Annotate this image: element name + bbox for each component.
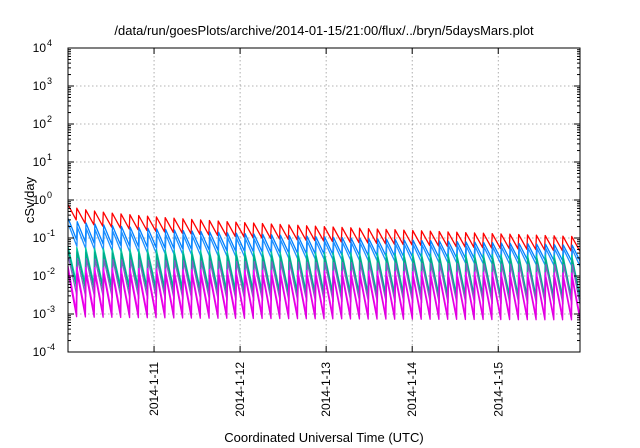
y-tick-label: 10 (33, 79, 47, 93)
y-tick-label: 10 (33, 193, 47, 207)
y-tick-label: 10 (33, 307, 47, 321)
y-tick-exponent: 2 (47, 114, 52, 124)
y-tick-label: 10 (33, 155, 47, 169)
y-axis-label: cSv/day (22, 176, 37, 223)
series-line (67, 272, 581, 321)
y-tick-exponent: 0 (47, 190, 52, 200)
y-tick-label: 10 (33, 117, 47, 131)
x-tick-label: 2014-1-14 (405, 362, 419, 417)
y-tick-label: 10 (33, 345, 47, 359)
chart-title: /data/run/goesPlots/archive/2014-01-15/2… (114, 23, 534, 38)
plot-frame (67, 47, 581, 353)
series-group (67, 204, 581, 321)
y-tick-label: 10 (33, 231, 47, 245)
y-tick-exponent: -4 (47, 342, 55, 352)
series-line (67, 204, 581, 252)
y-tick-exponent: 1 (47, 152, 52, 162)
y-tick-exponent: -1 (47, 228, 55, 238)
y-tick-label: 10 (33, 41, 47, 55)
x-tick-label: 2014-1-11 (147, 362, 161, 416)
y-tick-exponent: -3 (47, 304, 55, 314)
y-tick-exponent: 4 (47, 38, 52, 48)
x-tick-label: 2014-1-12 (233, 362, 247, 417)
x-axis-label: Coordinated Universal Time (UTC) (224, 430, 423, 445)
x-tick-label: 2014-1-13 (319, 362, 333, 417)
y-tick-exponent: -2 (47, 266, 55, 276)
y-tick-label: 10 (33, 269, 47, 283)
y-tick-exponent: 3 (47, 76, 52, 86)
x-tick-label: 2014-1-15 (491, 362, 505, 417)
